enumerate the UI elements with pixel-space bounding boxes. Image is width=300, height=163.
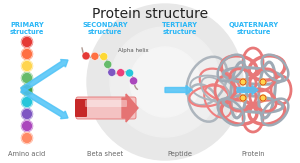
Circle shape: [125, 69, 134, 77]
FancyBboxPatch shape: [75, 99, 87, 117]
Circle shape: [110, 27, 220, 137]
Circle shape: [130, 47, 200, 117]
Text: PRIMARY
structure: PRIMARY structure: [10, 22, 44, 35]
Circle shape: [130, 77, 138, 85]
Text: Beta sheet: Beta sheet: [87, 151, 123, 157]
Circle shape: [22, 84, 32, 96]
FancyArrow shape: [21, 59, 68, 92]
Circle shape: [260, 95, 266, 101]
Circle shape: [91, 52, 99, 60]
FancyArrow shape: [165, 86, 192, 95]
Circle shape: [22, 109, 32, 119]
Circle shape: [117, 69, 125, 77]
Circle shape: [104, 60, 112, 68]
Circle shape: [22, 133, 32, 143]
Circle shape: [22, 37, 32, 47]
Circle shape: [82, 52, 90, 60]
Text: Peptide: Peptide: [167, 151, 193, 157]
Circle shape: [260, 79, 266, 85]
Circle shape: [100, 52, 108, 60]
Text: Protein: Protein: [242, 151, 265, 157]
FancyArrow shape: [21, 88, 68, 119]
Text: QUATERNARY
structure: QUATERNARY structure: [228, 22, 279, 35]
Text: Protein structure: Protein structure: [92, 7, 208, 21]
FancyBboxPatch shape: [85, 100, 127, 107]
FancyArrow shape: [237, 86, 258, 95]
Circle shape: [22, 96, 32, 108]
FancyBboxPatch shape: [76, 97, 136, 119]
Circle shape: [22, 120, 32, 132]
Text: SECONDARY
structure: SECONDARY structure: [82, 22, 128, 35]
Text: TERTIARY
structure: TERTIARY structure: [162, 22, 198, 35]
Circle shape: [108, 68, 116, 76]
Circle shape: [240, 79, 246, 85]
FancyArrow shape: [122, 94, 138, 122]
Circle shape: [240, 95, 246, 101]
Circle shape: [22, 49, 32, 59]
Circle shape: [87, 4, 243, 160]
Circle shape: [22, 60, 32, 72]
Text: Amino acid: Amino acid: [8, 151, 46, 157]
Circle shape: [22, 73, 32, 83]
Text: Alpha helix: Alpha helix: [118, 48, 148, 53]
